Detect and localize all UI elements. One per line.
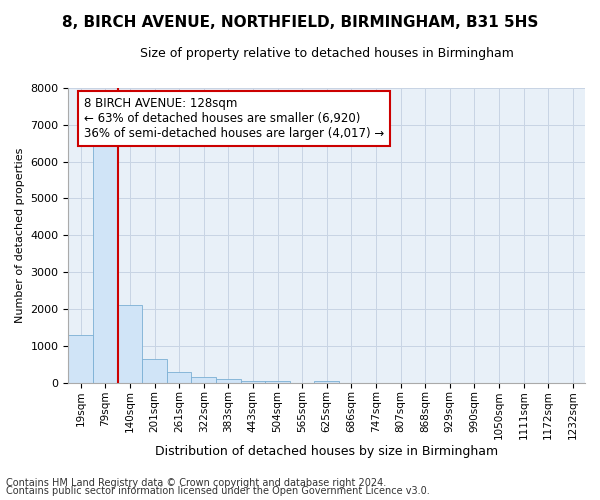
Title: Size of property relative to detached houses in Birmingham: Size of property relative to detached ho… [140,48,514,60]
Bar [68,334,93,382]
Text: Contains HM Land Registry data © Crown copyright and database right 2024.: Contains HM Land Registry data © Crown c… [6,478,386,488]
X-axis label: Distribution of detached houses by size in Birmingham: Distribution of detached houses by size … [155,444,498,458]
Bar [314,380,339,382]
Bar [241,380,265,382]
Bar [167,372,191,382]
Y-axis label: Number of detached properties: Number of detached properties [15,148,25,323]
Bar [142,358,167,382]
Text: Contains public sector information licensed under the Open Government Licence v3: Contains public sector information licen… [6,486,430,496]
Text: 8 BIRCH AVENUE: 128sqm
← 63% of detached houses are smaller (6,920)
36% of semi-: 8 BIRCH AVENUE: 128sqm ← 63% of detached… [84,97,384,140]
Bar [265,380,290,382]
Bar [93,140,118,382]
Text: 8, BIRCH AVENUE, NORTHFIELD, BIRMINGHAM, B31 5HS: 8, BIRCH AVENUE, NORTHFIELD, BIRMINGHAM,… [62,15,538,30]
Bar [191,377,216,382]
Bar [216,379,241,382]
Bar [118,305,142,382]
